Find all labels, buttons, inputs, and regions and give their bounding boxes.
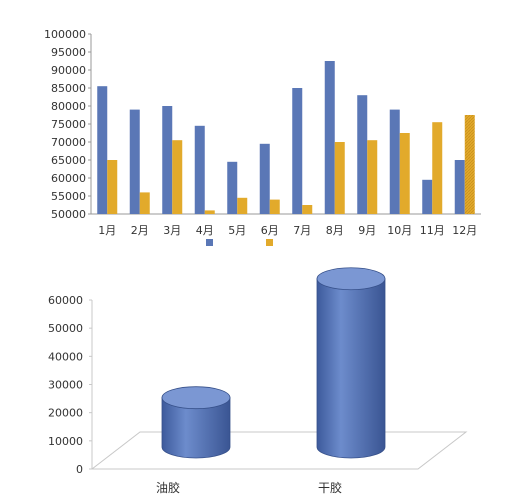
bar-2024年-1月: [107, 160, 118, 214]
bar-2024年-3月: [172, 140, 183, 214]
monthly-chart-xtick-label: 3月: [163, 224, 181, 237]
monthly-chart-xtick-label: 4月: [196, 224, 214, 237]
bar-2024年-6月: [269, 199, 280, 214]
rubber-chart-ytick-label: 30000: [48, 379, 83, 392]
cylinder-body: [316, 278, 386, 459]
rubber-chart-ytick-label: 50000: [48, 322, 83, 335]
rubber-chart-xtick-label: 油胶: [156, 480, 180, 495]
monthly-chart-xtick-label: 1月: [98, 224, 116, 237]
bar-2023年-10月: [389, 109, 400, 214]
bar-2023年-3月: [162, 106, 173, 214]
bar-2023年-5月: [227, 161, 238, 214]
monthly-chart-xtick-label: 8月: [326, 224, 344, 237]
cylinder-top: [316, 267, 386, 291]
monthly-chart-ytick-label: 85000: [51, 82, 86, 95]
monthly-chart-xtick-label: 9月: [358, 224, 376, 237]
monthly-chart-ytick-label: 90000: [51, 64, 86, 77]
rubber-chart-ytick-label: 0: [76, 463, 83, 476]
monthly-chart-ytick-label: 95000: [51, 46, 86, 59]
bar-2023年-1月: [97, 86, 108, 214]
monthly-chart-xtick-label: 10月: [387, 224, 412, 237]
bar-2023年-6月: [259, 143, 270, 214]
monthly-chart-xtick-label: 2月: [131, 224, 149, 237]
rubber-chart-floor: [90, 431, 468, 470]
monthly-chart-ytick-label: 100000: [44, 28, 86, 41]
monthly-chart-ytick-label: 80000: [51, 100, 86, 113]
bar-2023年-9月: [357, 95, 368, 214]
bar-2023年-4月: [194, 125, 205, 214]
legend-swatch-2023: [206, 239, 213, 246]
rubber-chart-ytick-label: 40000: [48, 350, 83, 363]
bar-2024年-10月: [399, 133, 410, 214]
bar-2024年-2月: [139, 192, 150, 214]
legend-swatch-2024: [266, 239, 273, 246]
monthly-chart-xtick-label: 11月: [420, 224, 445, 237]
rubber-chart-ytick-label: 10000: [48, 435, 83, 448]
bar-2024年-4月: [204, 210, 215, 214]
cylinder-top: [161, 386, 231, 410]
monthly-chart-xtick-label: 7月: [293, 224, 311, 237]
rubber-chart-ytick-label: 20000: [48, 407, 83, 420]
monthly-chart-ytick-label: 70000: [51, 136, 86, 149]
monthly-chart-xtick-label: 12月: [452, 224, 477, 237]
monthly-chart-ytick-label: 65000: [51, 154, 86, 167]
bar-2024年-5月: [237, 197, 248, 214]
bar-2023年-12月: [454, 160, 465, 214]
monthly-chart-ytick-label: 75000: [51, 118, 86, 131]
bar-2024年-7月: [302, 205, 313, 214]
monthly-chart-xtick-label: 5月: [228, 224, 246, 237]
rubber-chart: 0 10000 20000 30000 40000 50000 60000 油胶 干胶: [48, 267, 468, 495]
monthly-chart-ytick-label: 60000: [51, 172, 86, 185]
bar-2024年-12月: [464, 115, 475, 214]
cylinder-body: [161, 397, 231, 459]
bar-2024年-8月: [334, 142, 345, 214]
bar-2023年-2月: [129, 109, 140, 214]
monthly-chart: 50000 55000 60000 65000 70000 75000 80000 85000…: [44, 28, 481, 246]
monthly-chart-ytick-label: 50000: [51, 208, 86, 221]
bar-2024年-9月: [367, 140, 378, 214]
monthly-chart-ytick-label: 55000: [51, 190, 86, 203]
bar-2024年-11月: [432, 122, 443, 214]
monthly-chart-xtick-label: 6月: [261, 224, 279, 237]
cylinder-油胶: [161, 386, 231, 459]
bar-2023年-7月: [292, 88, 303, 214]
cylinder-干胶: [316, 267, 386, 459]
bar-2023年-11月: [422, 179, 433, 214]
rubber-chart-ytick-label: 60000: [48, 294, 83, 307]
rubber-chart-xtick-label: 干胶: [318, 480, 342, 495]
monthly-chart-legend: [206, 239, 273, 246]
bar-2023年-8月: [324, 61, 335, 214]
